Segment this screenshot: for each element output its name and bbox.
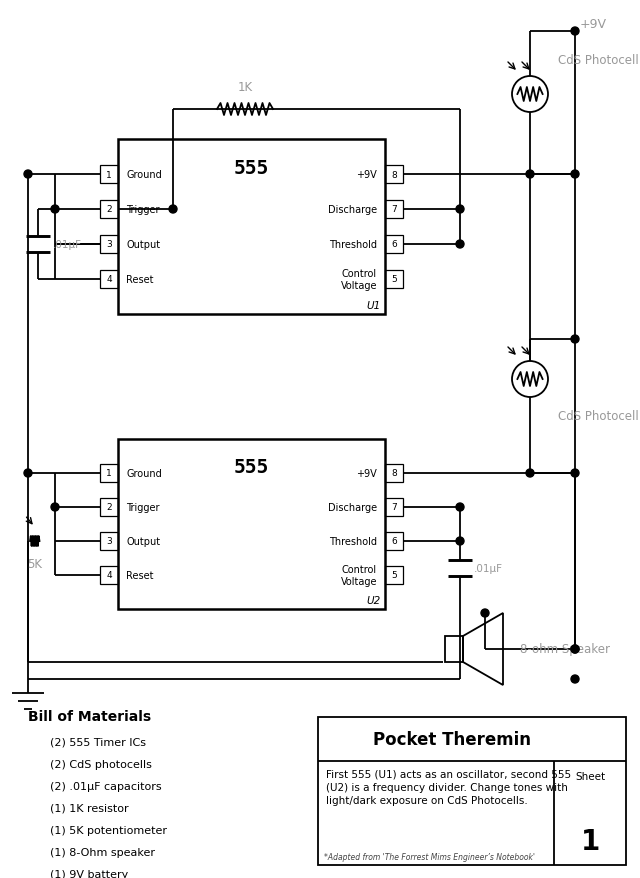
Text: (1) 1K resistor: (1) 1K resistor <box>50 803 129 813</box>
Circle shape <box>526 470 534 478</box>
Text: 2: 2 <box>106 205 112 214</box>
Text: 2: 2 <box>106 503 112 512</box>
Bar <box>100 235 118 254</box>
Text: Reset: Reset <box>126 275 154 284</box>
Text: Reset: Reset <box>126 571 154 580</box>
Bar <box>118 440 385 609</box>
Bar <box>385 235 403 254</box>
Text: 4: 4 <box>106 275 112 284</box>
Text: CdS Photocell: CdS Photocell <box>558 54 639 67</box>
Text: Output: Output <box>126 240 160 249</box>
Bar <box>100 201 118 219</box>
Text: Discharge: Discharge <box>328 502 377 513</box>
Text: CdS Photocell: CdS Photocell <box>558 409 639 422</box>
Bar <box>445 637 463 662</box>
Text: Bill of Materials: Bill of Materials <box>28 709 151 723</box>
Text: Control
Voltage: Control Voltage <box>340 269 377 291</box>
Text: Ground: Ground <box>126 169 162 180</box>
Text: (2) .01μF capacitors: (2) .01μF capacitors <box>50 781 162 791</box>
Circle shape <box>571 171 579 179</box>
Text: (1) 5K potentiometer: (1) 5K potentiometer <box>50 825 167 835</box>
Text: +9V: +9V <box>356 469 377 479</box>
Text: 5K: 5K <box>28 558 42 571</box>
Text: Threshold: Threshold <box>329 536 377 546</box>
Circle shape <box>571 645 579 653</box>
Text: 7: 7 <box>391 205 397 214</box>
Text: Control
Voltage: Control Voltage <box>340 565 377 587</box>
Text: 6: 6 <box>391 536 397 546</box>
Text: +9V: +9V <box>580 18 607 31</box>
Circle shape <box>456 537 464 545</box>
Bar <box>100 566 118 585</box>
Text: (1) 8-Ohm speaker: (1) 8-Ohm speaker <box>50 847 155 857</box>
Circle shape <box>169 205 177 213</box>
Text: Trigger: Trigger <box>126 502 159 513</box>
Circle shape <box>24 470 32 478</box>
Circle shape <box>456 241 464 248</box>
Circle shape <box>571 675 579 683</box>
Circle shape <box>456 205 464 213</box>
Bar <box>385 464 403 482</box>
Text: 1K: 1K <box>237 81 253 94</box>
Text: 5: 5 <box>391 275 397 284</box>
Text: Discharge: Discharge <box>328 205 377 215</box>
Text: 8: 8 <box>391 469 397 478</box>
Text: 4: 4 <box>106 571 112 579</box>
Text: +9V: +9V <box>356 169 377 180</box>
Text: 3: 3 <box>106 536 112 546</box>
Text: Pocket Theremin: Pocket Theremin <box>373 730 531 748</box>
Text: Threshold: Threshold <box>329 240 377 249</box>
Text: 8: 8 <box>391 170 397 179</box>
Circle shape <box>571 335 579 343</box>
Bar <box>100 499 118 516</box>
Bar <box>385 499 403 516</box>
Circle shape <box>526 171 534 179</box>
Bar <box>385 532 403 551</box>
Text: Sheet: Sheet <box>575 771 605 781</box>
Circle shape <box>456 503 464 511</box>
Bar <box>385 166 403 184</box>
Bar <box>100 532 118 551</box>
Text: U2: U2 <box>367 595 381 605</box>
Text: (2) 555 Timer ICs: (2) 555 Timer ICs <box>50 738 146 747</box>
Text: .01μF: .01μF <box>474 564 503 573</box>
Text: .01μF: .01μF <box>53 240 82 249</box>
Text: (2) CdS photocells: (2) CdS photocells <box>50 759 152 769</box>
Text: 555: 555 <box>234 158 269 177</box>
Bar <box>118 140 385 314</box>
Bar <box>100 270 118 289</box>
Bar <box>385 270 403 289</box>
Text: (1) 9V battery: (1) 9V battery <box>50 869 128 878</box>
Circle shape <box>51 503 59 511</box>
Text: 1: 1 <box>106 469 112 478</box>
Bar <box>100 464 118 482</box>
Bar <box>385 566 403 585</box>
Text: 7: 7 <box>391 503 397 512</box>
Text: 1: 1 <box>580 827 600 855</box>
Text: Ground: Ground <box>126 469 162 479</box>
Bar <box>318 717 626 865</box>
Circle shape <box>571 28 579 36</box>
Text: *Adapted from 'The Forrest Mims Engineer’s Notebook': *Adapted from 'The Forrest Mims Engineer… <box>324 852 535 861</box>
Text: 6: 6 <box>391 241 397 249</box>
Circle shape <box>481 609 489 617</box>
Circle shape <box>571 645 579 653</box>
Bar <box>100 166 118 184</box>
Text: 3: 3 <box>106 241 112 249</box>
Text: U1: U1 <box>367 300 381 311</box>
Text: 5: 5 <box>391 571 397 579</box>
Circle shape <box>24 171 32 179</box>
Bar <box>385 201 403 219</box>
Circle shape <box>51 205 59 213</box>
Circle shape <box>571 470 579 478</box>
Text: 8-ohm Speaker: 8-ohm Speaker <box>520 643 610 656</box>
Text: 1: 1 <box>106 170 112 179</box>
Text: Trigger: Trigger <box>126 205 159 215</box>
Text: 555: 555 <box>234 458 269 477</box>
Text: Output: Output <box>126 536 160 546</box>
Text: First 555 (U1) acts as an oscillator, second 555
(U2) is a frequency divider. Ch: First 555 (U1) acts as an oscillator, se… <box>326 769 571 805</box>
